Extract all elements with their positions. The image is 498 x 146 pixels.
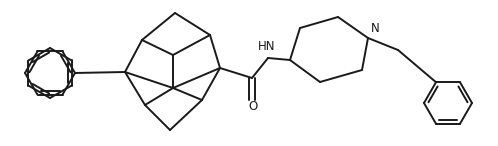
Text: N: N [371, 22, 380, 35]
Text: HN: HN [258, 40, 276, 53]
Text: O: O [249, 100, 257, 113]
